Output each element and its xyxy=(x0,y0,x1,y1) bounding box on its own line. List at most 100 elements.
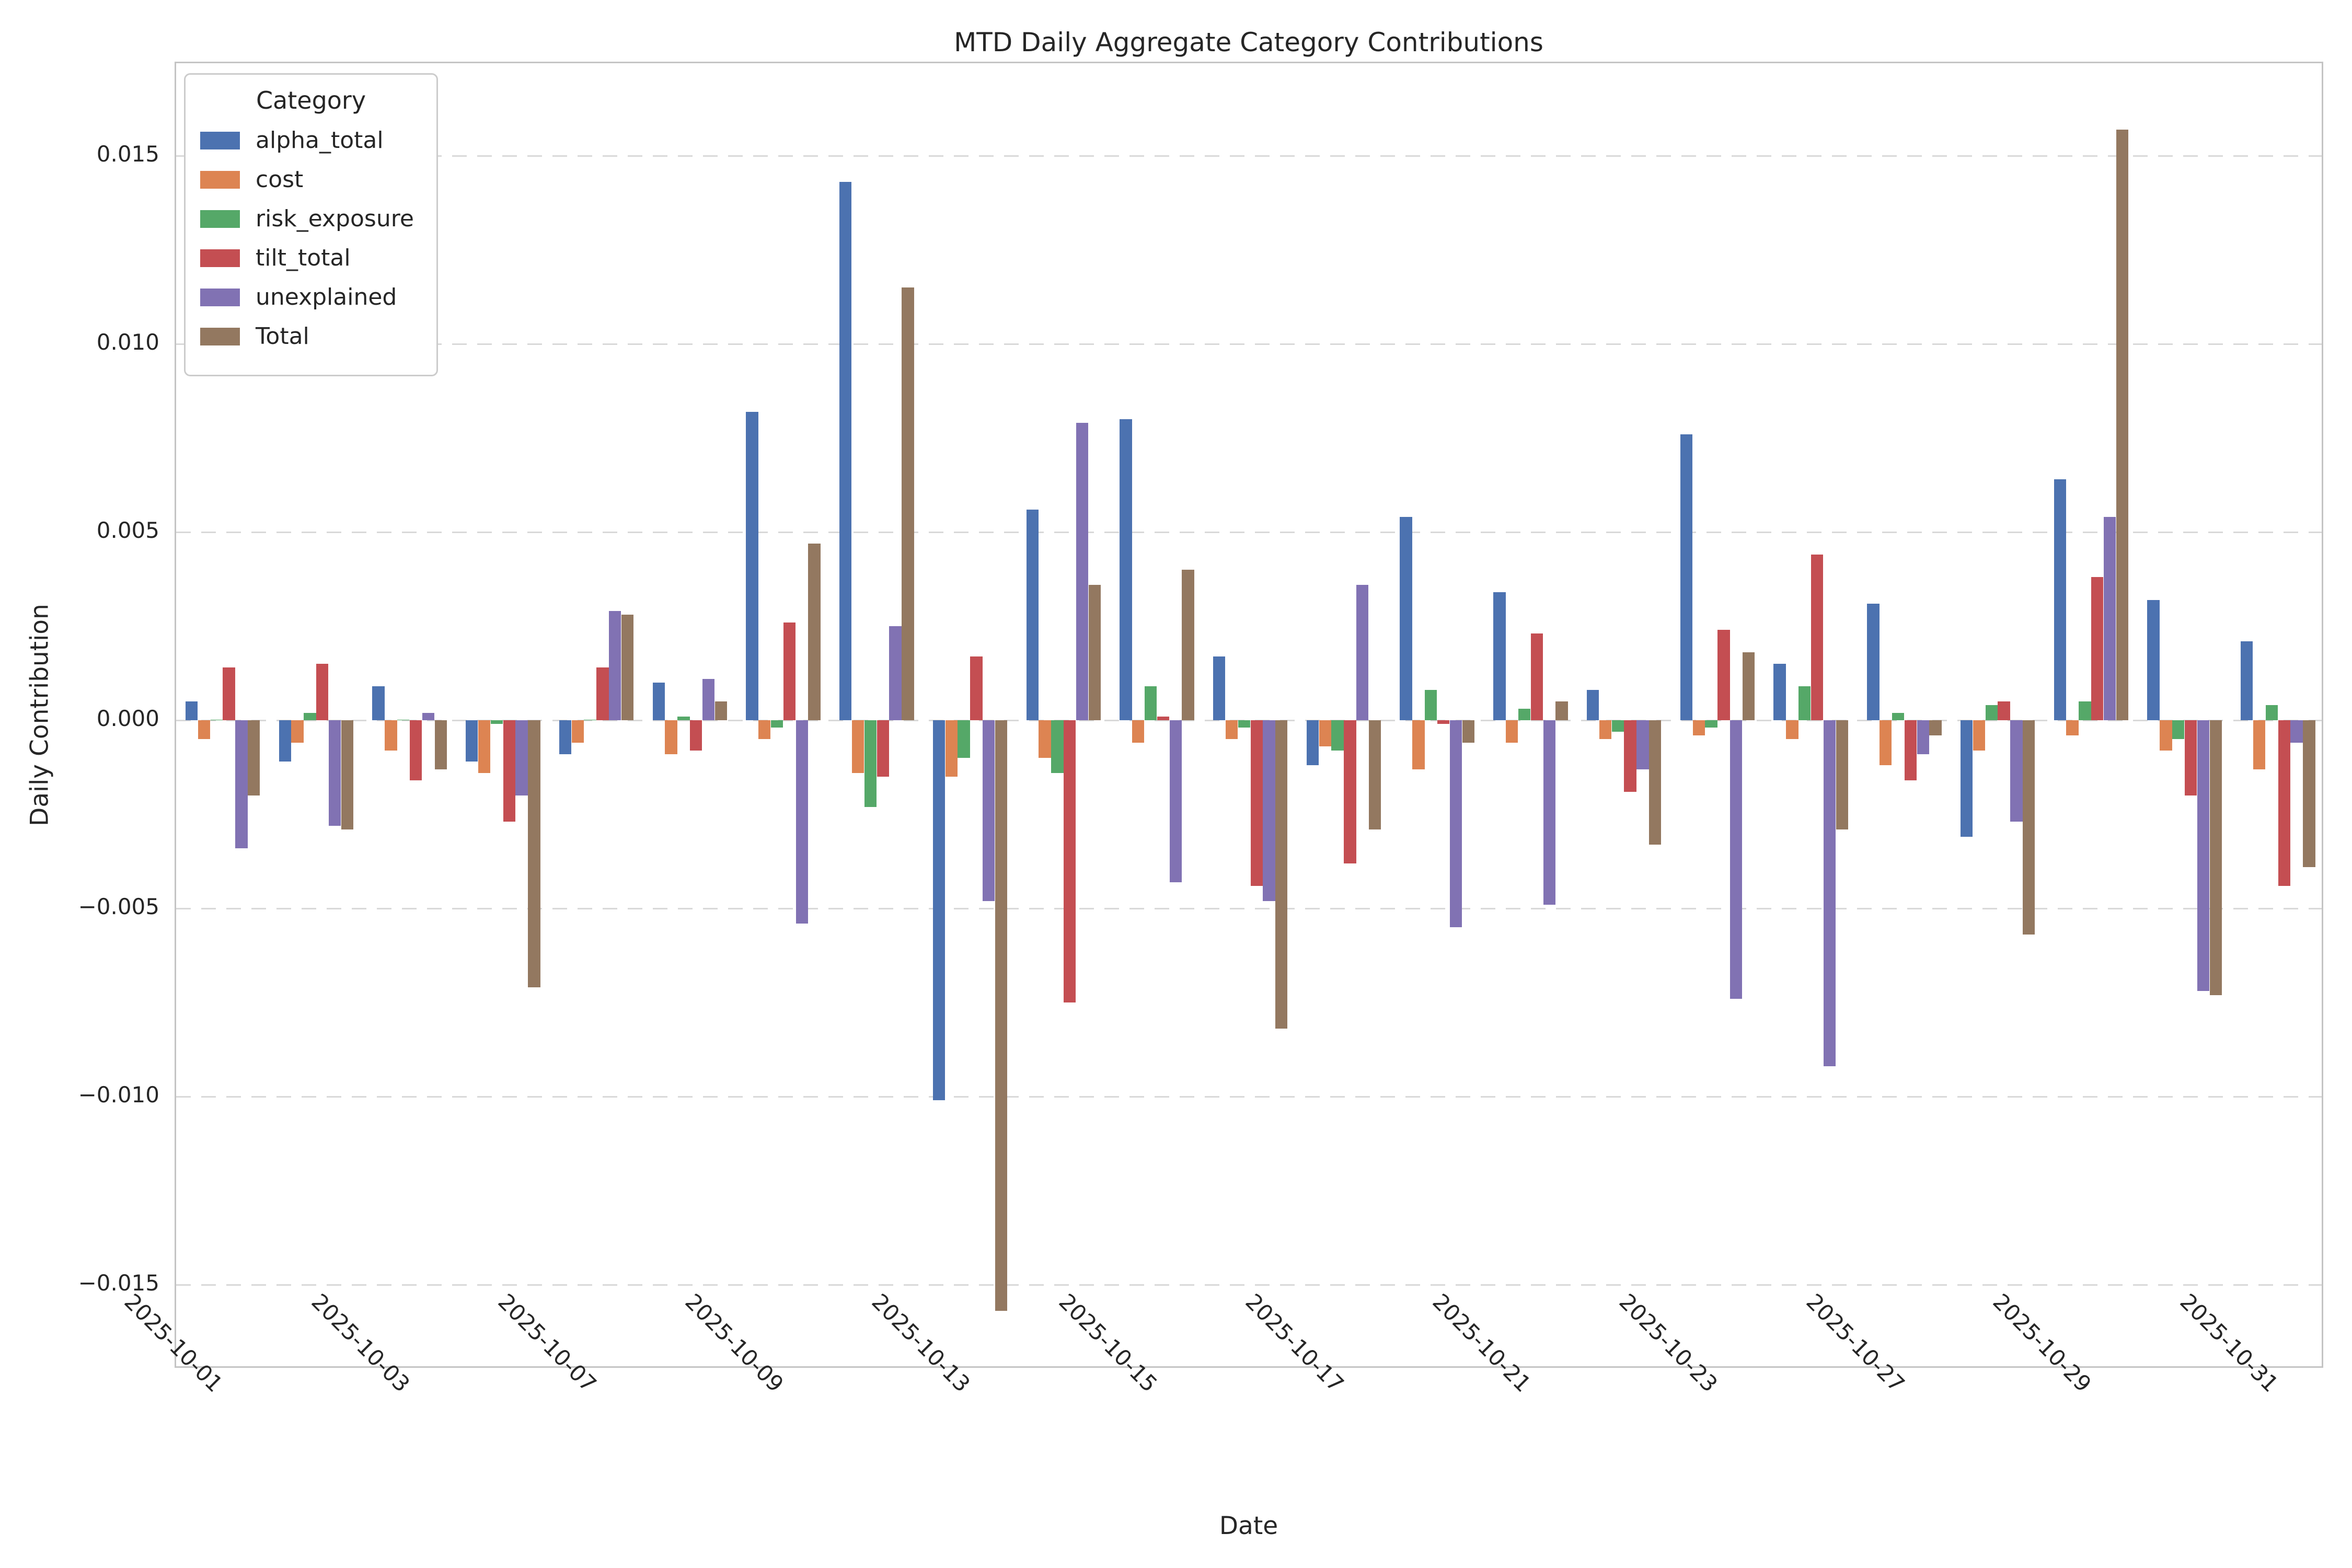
bar-Total-2025-10-22 xyxy=(1649,720,1662,845)
bar-unexplained-2025-10-09 xyxy=(795,720,808,924)
bar-alpha_total-2025-10-13 xyxy=(932,720,946,1101)
legend-swatch-icon-risk_exposure xyxy=(200,210,240,228)
bar-Total-2025-10-03 xyxy=(434,720,447,769)
bar-alpha_total-2025-10-21 xyxy=(1493,592,1506,720)
gridline xyxy=(176,1284,2322,1286)
gridline xyxy=(176,155,2322,157)
bar-alpha_total-2025-10-27 xyxy=(1867,603,1880,720)
y-tick-label: 0.010 xyxy=(96,329,159,355)
legend-item-Total: Total xyxy=(200,323,422,350)
bar-cost-2025-10-03 xyxy=(385,720,397,751)
plot-area xyxy=(175,62,2323,1368)
bar-unexplained-2025-10-30 xyxy=(2197,720,2210,991)
bar-cost-2025-10-13 xyxy=(945,720,958,777)
bar-alpha_total-2025-10-20 xyxy=(1400,517,1412,720)
bar-tilt_total-2025-10-20 xyxy=(1437,720,1450,724)
bar-unexplained-2025-10-22 xyxy=(1636,720,1649,769)
bar-tilt_total-2025-10-21 xyxy=(1530,633,1543,720)
bar-tilt_total-2025-10-17 xyxy=(1344,720,1356,863)
bar-cost-2025-10-23 xyxy=(1692,720,1705,735)
bar-unexplained-2025-10-15 xyxy=(1169,720,1182,882)
bar-Total-2025-10-24 xyxy=(1836,720,1848,829)
legend-swatch-icon-tilt_total xyxy=(200,249,240,267)
bar-risk_exposure-2025-10-21 xyxy=(1518,709,1531,720)
legend-item-risk_exposure: risk_exposure xyxy=(200,205,422,232)
bar-tilt_total-2025-10-01 xyxy=(223,667,235,720)
x-axis-title: Date xyxy=(1219,1512,1278,1540)
bar-risk_exposure-2025-10-27 xyxy=(1892,712,1905,720)
bar-unexplained-2025-10-24 xyxy=(1823,720,1836,1067)
bar-cost-2025-10-29 xyxy=(2066,720,2079,735)
bar-Total-2025-10-08 xyxy=(714,701,728,720)
bar-alpha_total-2025-10-10 xyxy=(839,182,852,720)
bar-Total-2025-10-13 xyxy=(995,720,1008,1311)
bar-Total-2025-10-16 xyxy=(1275,720,1288,1029)
legend-title: Category xyxy=(256,86,366,114)
bar-alpha_total-2025-10-09 xyxy=(746,411,758,720)
bar-unexplained-2025-10-02 xyxy=(328,720,341,826)
bar-cost-2025-10-17 xyxy=(1319,720,1331,747)
bar-alpha_total-2025-10-29 xyxy=(2054,479,2066,720)
bar-Total-2025-10-14 xyxy=(1088,584,1101,720)
bar-tilt_total-2025-10-06 xyxy=(503,720,515,822)
bar-risk_exposure-2025-10-13 xyxy=(958,720,970,758)
bar-unexplained-2025-10-20 xyxy=(1449,720,1462,927)
bar-Total-2025-10-07 xyxy=(621,615,634,720)
legend-items: alpha_total cost risk_exposure tilt_total un… xyxy=(200,127,422,350)
bar-cost-2025-10-30 xyxy=(2160,720,2172,751)
bar-risk_exposure-2025-10-30 xyxy=(2172,720,2185,739)
bar-tilt_total-2025-10-15 xyxy=(1157,716,1170,720)
bar-unexplained-2025-10-06 xyxy=(515,720,528,795)
bar-Total-2025-10-09 xyxy=(808,543,821,720)
bar-tilt_total-2025-10-24 xyxy=(1811,555,1824,720)
gridline xyxy=(176,343,2322,345)
bar-Total-2025-10-10 xyxy=(902,287,914,720)
bar-tilt_total-2025-10-03 xyxy=(409,720,422,781)
bar-alpha_total-2025-10-28 xyxy=(1960,720,1973,837)
y-tick-label: 0.000 xyxy=(96,706,159,731)
bar-cost-2025-10-24 xyxy=(1786,720,1798,739)
y-axis-title: Daily Contribution xyxy=(25,604,54,826)
bar-tilt_total-2025-10-13 xyxy=(970,656,983,720)
y-tick-label: −0.010 xyxy=(78,1082,159,1108)
bar-risk_exposure-2025-10-28 xyxy=(1985,705,1998,720)
legend-label: alpha_total xyxy=(256,127,384,154)
bar-alpha_total-2025-10-16 xyxy=(1213,656,1226,720)
bar-unexplained-2025-10-28 xyxy=(2010,720,2023,822)
bar-tilt_total-2025-10-02 xyxy=(316,664,329,720)
bar-risk_exposure-2025-10-08 xyxy=(677,716,690,720)
bar-alpha_total-2025-10-02 xyxy=(279,720,291,762)
bar-risk_exposure-2025-10-02 xyxy=(304,712,316,720)
bar-cost-2025-10-21 xyxy=(1506,720,1518,743)
bar-Total-2025-10-21 xyxy=(1555,701,1568,720)
y-tick-label: −0.005 xyxy=(78,894,159,919)
bar-Total-2025-10-02 xyxy=(341,720,354,829)
bar-Total-2025-10-23 xyxy=(1742,652,1755,720)
bar-alpha_total-2025-10-17 xyxy=(1306,720,1319,766)
bar-tilt_total-2025-10-07 xyxy=(596,667,609,720)
bar-unexplained-2025-10-14 xyxy=(1076,423,1089,720)
bar-risk_exposure-2025-10-14 xyxy=(1051,720,1064,773)
bar-tilt_total-2025-10-30 xyxy=(2184,720,2197,795)
bar-tilt_total-2025-10-23 xyxy=(1717,630,1730,720)
bar-cost-2025-10-15 xyxy=(1132,720,1145,743)
bar-tilt_total-2025-10-31 xyxy=(2278,720,2290,886)
legend-item-cost: cost xyxy=(200,166,422,193)
bar-Total-2025-10-29 xyxy=(2116,129,2129,720)
bar-cost-2025-10-31 xyxy=(2253,720,2266,769)
bar-alpha_total-2025-10-03 xyxy=(372,686,385,720)
bar-tilt_total-2025-10-16 xyxy=(1250,720,1263,886)
legend-swatch-icon-alpha_total xyxy=(200,131,240,149)
bar-unexplained-2025-10-01 xyxy=(235,720,248,848)
bar-tilt_total-2025-10-22 xyxy=(1624,720,1636,792)
legend-swatch-icon-cost xyxy=(200,170,240,189)
bar-unexplained-2025-10-07 xyxy=(609,611,621,720)
bar-tilt_total-2025-10-10 xyxy=(877,720,889,777)
bar-Total-2025-10-30 xyxy=(2209,720,2222,995)
legend-label: tilt_total xyxy=(256,245,351,271)
bar-cost-2025-10-28 xyxy=(1973,720,1986,751)
legend-item-alpha_total: alpha_total xyxy=(200,127,422,154)
bar-unexplained-2025-10-16 xyxy=(1263,720,1275,901)
bar-tilt_total-2025-10-29 xyxy=(2091,577,2104,720)
